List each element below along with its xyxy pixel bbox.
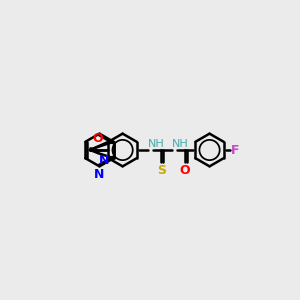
Text: NH: NH [148, 139, 165, 149]
Text: F: F [231, 143, 240, 157]
Text: NH: NH [172, 139, 189, 149]
Text: O: O [180, 164, 190, 177]
Text: O: O [93, 131, 104, 145]
Text: N: N [94, 168, 105, 181]
Text: N: N [99, 154, 110, 167]
Text: S: S [157, 164, 166, 177]
